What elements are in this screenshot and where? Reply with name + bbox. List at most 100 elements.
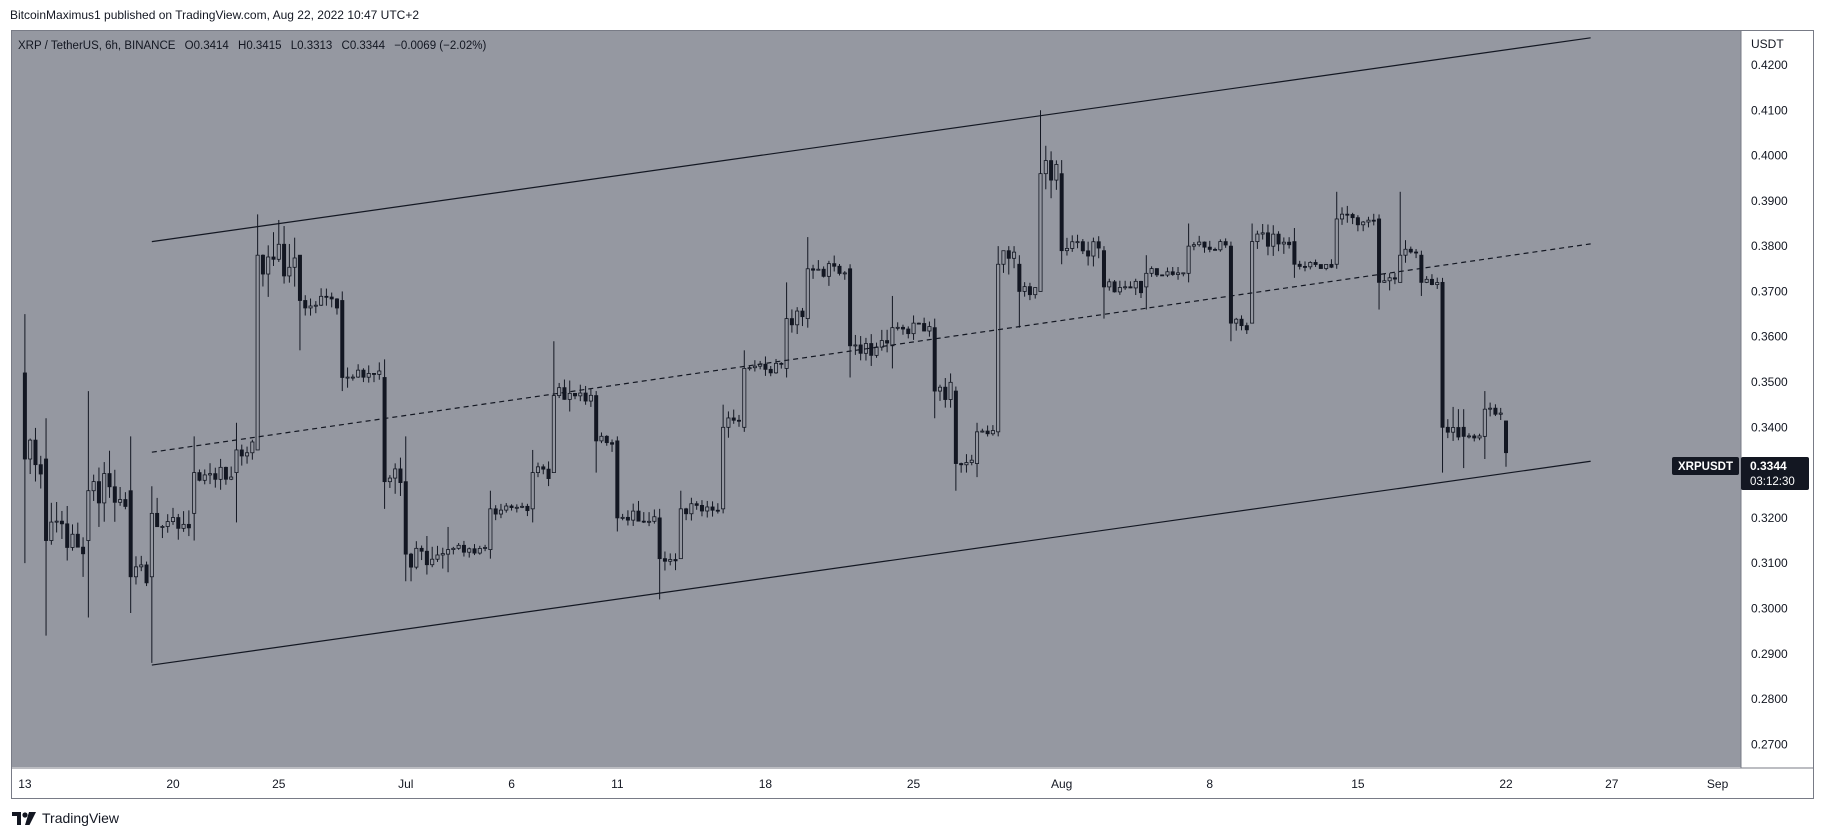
legend-open-label: O <box>184 40 194 52</box>
candle-up <box>1382 280 1387 283</box>
candle-up <box>160 526 165 528</box>
candle-down <box>1440 281 1445 428</box>
candle-up <box>435 554 440 560</box>
candle-up <box>49 521 54 541</box>
candle-up <box>504 505 509 511</box>
candle-up <box>551 395 556 474</box>
candle-up <box>1482 408 1487 437</box>
candle-up <box>747 367 752 370</box>
candle-down <box>1276 233 1281 245</box>
candle-down <box>1223 241 1228 246</box>
candle-up <box>102 473 107 504</box>
legend-change: −0.0069 (−2.02%) <box>394 40 487 52</box>
candle-up <box>752 365 757 369</box>
candle-up <box>208 473 213 476</box>
candle-up <box>1107 281 1112 288</box>
legend-symbol: XRP / TetherUS, 6h, BINANCE <box>18 40 176 52</box>
candle-up <box>964 462 969 466</box>
candle-down <box>239 449 244 457</box>
candle-down <box>832 263 837 267</box>
candle-up <box>356 369 361 378</box>
candle-down <box>1345 213 1350 216</box>
candle-down <box>985 430 990 435</box>
candle-down <box>768 368 773 374</box>
candle-down <box>213 473 218 480</box>
candle-down <box>1154 268 1159 276</box>
candle-up <box>1435 282 1440 286</box>
candle-up <box>276 243 281 260</box>
candle-up <box>1234 318 1239 324</box>
candle-up <box>578 392 583 397</box>
candle-up <box>726 417 731 428</box>
candle-up <box>1308 262 1313 268</box>
candle-up <box>1149 268 1154 274</box>
candle-up <box>742 368 747 428</box>
time-tick-label: 11 <box>611 777 624 791</box>
candle-up <box>1334 218 1339 265</box>
channel-support-line <box>151 460 1591 666</box>
candle-up <box>287 266 292 277</box>
price-tick-label: 0.3100 <box>1751 556 1788 570</box>
candle-down <box>525 505 530 512</box>
candle-down <box>953 390 958 464</box>
candle-up <box>879 340 884 348</box>
candle-down <box>1493 407 1498 415</box>
candle-down <box>1392 277 1397 280</box>
candle-down <box>382 377 387 483</box>
candle-up <box>245 452 250 457</box>
candle-down <box>509 505 514 508</box>
candle-up <box>1064 248 1069 252</box>
candle-up <box>170 517 175 522</box>
candle-up <box>467 548 472 553</box>
candle-down <box>1086 250 1091 257</box>
candle-down <box>1006 250 1011 259</box>
candle-up <box>86 490 91 541</box>
price-tick-label: 0.3600 <box>1751 330 1788 344</box>
candle-down <box>96 481 101 504</box>
candle-up <box>1271 233 1276 247</box>
candle-down <box>906 328 911 335</box>
footer-brand[interactable]: TradingView <box>12 810 119 826</box>
candle-up <box>1451 427 1456 433</box>
price-tick-label: 0.3200 <box>1751 511 1788 525</box>
candle-down <box>848 268 853 347</box>
price-tick-label: 0.2700 <box>1751 737 1788 751</box>
ohlc-legend: XRP / TetherUS, 6h, BINANCE O0.3414 H0.3… <box>18 40 486 52</box>
candle-down <box>673 559 678 562</box>
candle-down <box>303 300 308 309</box>
time-tick-label: 6 <box>508 777 515 791</box>
candle-up <box>620 516 625 519</box>
candle-down <box>694 503 699 506</box>
candle-down <box>1456 427 1461 438</box>
candle-down <box>409 553 414 568</box>
candle-down <box>493 508 498 515</box>
legend-high-label: H <box>238 40 247 52</box>
candle-up <box>1012 251 1017 259</box>
candle-down <box>869 343 874 356</box>
candle-down <box>1313 262 1318 265</box>
candle-up <box>133 566 138 578</box>
candle-up <box>1043 160 1048 175</box>
candle-up <box>975 431 980 464</box>
candle-down <box>472 548 477 554</box>
candle-up <box>255 254 260 451</box>
candle-down <box>959 463 964 466</box>
candle-up <box>588 394 593 402</box>
candle-up <box>1387 277 1392 282</box>
candle-down <box>837 265 842 274</box>
candle-up <box>483 547 488 549</box>
candle-down <box>1207 246 1212 250</box>
candle-up <box>1186 245 1191 274</box>
candle-up <box>313 304 318 307</box>
candle-down <box>22 372 27 460</box>
candle-down <box>1297 263 1302 267</box>
candle-down <box>731 417 736 421</box>
candle-up <box>149 512 154 578</box>
candle-down <box>419 547 424 552</box>
candle-up <box>990 430 995 435</box>
price-axis-currency: USDT <box>1751 37 1784 51</box>
candle-up <box>308 305 313 309</box>
candle-down <box>657 517 662 560</box>
candle-down <box>1101 250 1106 288</box>
